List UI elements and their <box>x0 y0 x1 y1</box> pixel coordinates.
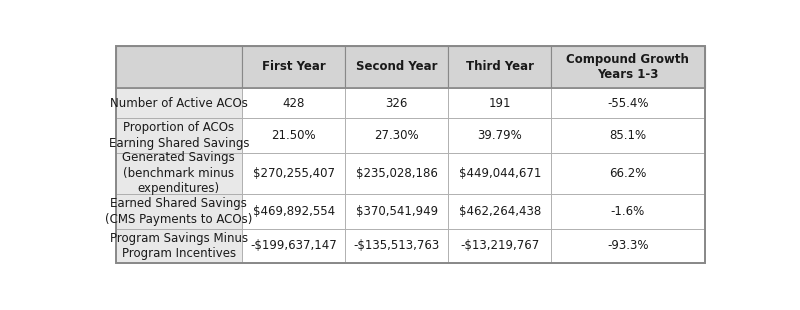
Text: 39.79%: 39.79% <box>478 129 522 142</box>
Text: -$199,637,147: -$199,637,147 <box>250 239 337 252</box>
Text: $270,255,407: $270,255,407 <box>253 167 334 180</box>
Text: Second Year: Second Year <box>356 60 438 73</box>
Text: $370,541,949: $370,541,949 <box>356 205 438 218</box>
Text: Number of Active ACOs: Number of Active ACOs <box>110 96 248 109</box>
Text: 85.1%: 85.1% <box>610 129 646 142</box>
Bar <box>115 194 242 228</box>
Text: $469,892,554: $469,892,554 <box>253 205 334 218</box>
Text: -93.3%: -93.3% <box>607 239 649 252</box>
Bar <box>448 194 551 228</box>
Text: Compound Growth
Years 1-3: Compound Growth Years 1-3 <box>566 52 690 81</box>
Bar <box>448 153 551 194</box>
Text: 21.50%: 21.50% <box>271 129 316 142</box>
Bar <box>115 118 242 153</box>
Text: Third Year: Third Year <box>466 60 534 73</box>
Text: Proportion of ACOs
Earning Shared Savings: Proportion of ACOs Earning Shared Saving… <box>109 121 249 150</box>
Text: -$13,219,767: -$13,219,767 <box>460 239 539 252</box>
Text: 191: 191 <box>489 96 511 109</box>
Text: 326: 326 <box>386 96 408 109</box>
Bar <box>115 228 242 263</box>
Text: -$135,513,763: -$135,513,763 <box>354 239 440 252</box>
Text: $235,028,186: $235,028,186 <box>356 167 438 180</box>
Text: First Year: First Year <box>262 60 326 73</box>
Bar <box>242 194 346 228</box>
Text: Earned Shared Savings
(CMS Payments to ACOs): Earned Shared Savings (CMS Payments to A… <box>105 197 253 225</box>
Text: Generated Savings
(benchmark minus
expenditures): Generated Savings (benchmark minus expen… <box>122 151 235 195</box>
Text: 27.30%: 27.30% <box>374 129 419 142</box>
Text: Program Savings Minus
Program Incentives: Program Savings Minus Program Incentives <box>110 232 248 260</box>
Text: $449,044,671: $449,044,671 <box>458 167 541 180</box>
Bar <box>346 118 448 153</box>
Bar <box>115 46 242 88</box>
Bar <box>551 153 705 194</box>
Bar <box>115 88 242 118</box>
Bar <box>551 194 705 228</box>
Text: $462,264,438: $462,264,438 <box>458 205 541 218</box>
Bar <box>242 118 346 153</box>
Bar <box>242 228 346 263</box>
Bar <box>448 88 551 118</box>
Text: 66.2%: 66.2% <box>610 167 646 180</box>
Bar <box>242 46 346 88</box>
Bar <box>346 88 448 118</box>
Bar <box>346 153 448 194</box>
Text: -1.6%: -1.6% <box>611 205 645 218</box>
Bar <box>551 118 705 153</box>
Bar <box>242 88 346 118</box>
Bar <box>551 46 705 88</box>
Bar <box>346 46 448 88</box>
Bar <box>346 194 448 228</box>
Bar <box>448 46 551 88</box>
Bar <box>448 228 551 263</box>
Bar <box>448 118 551 153</box>
Bar <box>346 228 448 263</box>
Text: -55.4%: -55.4% <box>607 96 649 109</box>
Text: 428: 428 <box>282 96 305 109</box>
Bar <box>551 88 705 118</box>
Bar <box>115 153 242 194</box>
Bar <box>551 228 705 263</box>
Bar <box>242 153 346 194</box>
